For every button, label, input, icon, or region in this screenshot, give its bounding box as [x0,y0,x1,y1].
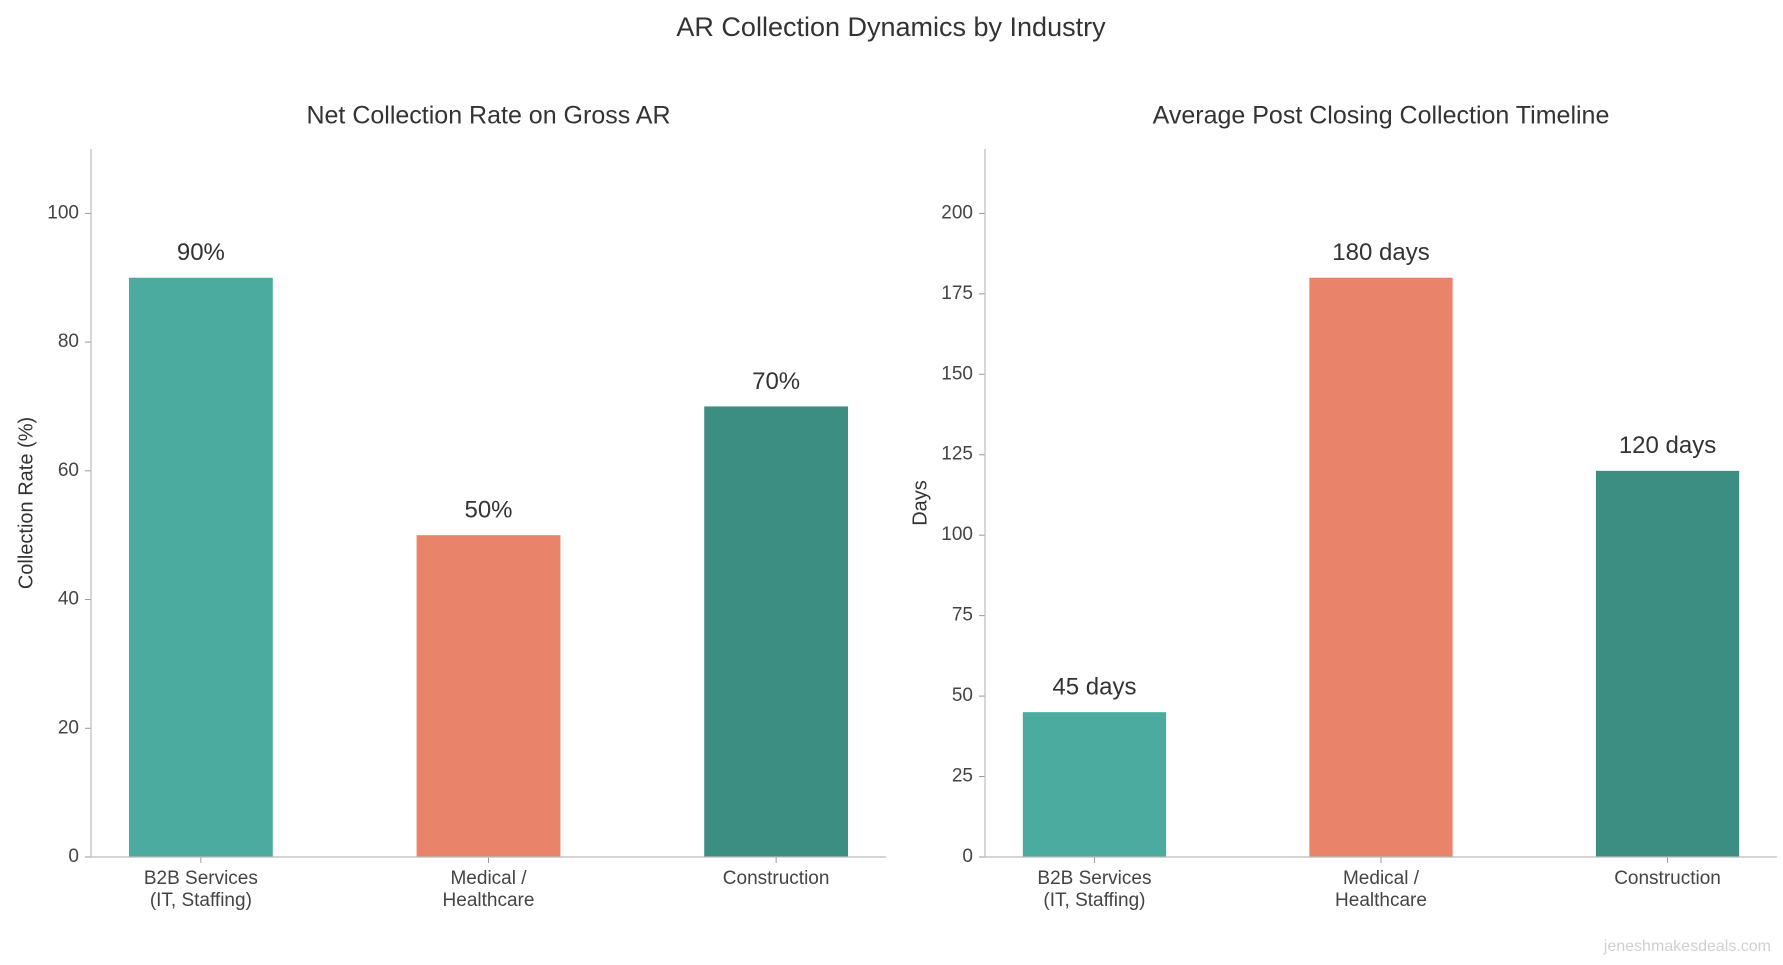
y-tick-label: 20 [58,717,79,738]
y-axis-label: Days [909,480,931,526]
bar [1309,277,1453,857]
value-label: 120 days [1619,432,1716,459]
y-tick-label: 175 [941,283,973,304]
x-tick-label: Medical / Healthcare [442,868,535,911]
value-label: 50% [464,497,512,524]
x-tick-label: Construction [722,868,830,889]
figure-title: AR Collection Dynamics by Industry [676,12,1106,42]
y-tick-label: 80 [58,331,79,352]
x-tick-label: Construction [1614,868,1721,889]
x-tick-label: Medical / Healthcare [1335,868,1427,911]
y-tick-label: 0 [962,846,973,867]
bar [704,406,849,857]
y-tick-label: 200 [941,202,973,223]
bar [1595,470,1740,857]
subplot-title: Net Collection Rate on Gross AR [306,102,670,130]
y-tick-label: 0 [68,846,79,867]
bar [416,535,561,857]
y-axis-label: Collection Rate (%) [15,417,37,589]
y-tick-label: 50 [952,685,973,706]
bar [128,277,273,857]
y-tick-label: 100 [47,202,79,223]
y-tick-label: 60 [58,460,79,481]
value-label: 180 days [1332,239,1429,266]
x-tick-label: B2B Services (IT, Staffing) [143,868,258,911]
x-tick-label: B2B Services (IT, Staffing) [1037,868,1152,911]
bar [1022,712,1167,857]
value-label: 90% [177,239,225,266]
value-label: 45 days [1052,674,1136,701]
subplot-title: Average Post Closing Collection Timeline [1153,102,1610,130]
y-tick-label: 125 [941,444,973,465]
y-tick-label: 40 [58,589,79,610]
y-tick-label: 150 [941,363,973,384]
y-tick-label: 100 [941,524,973,545]
y-tick-label: 25 [952,766,973,787]
value-label: 70% [752,368,800,395]
watermark: jeneshmakesdeals.com [1603,938,1771,955]
y-tick-label: 75 [952,605,973,626]
